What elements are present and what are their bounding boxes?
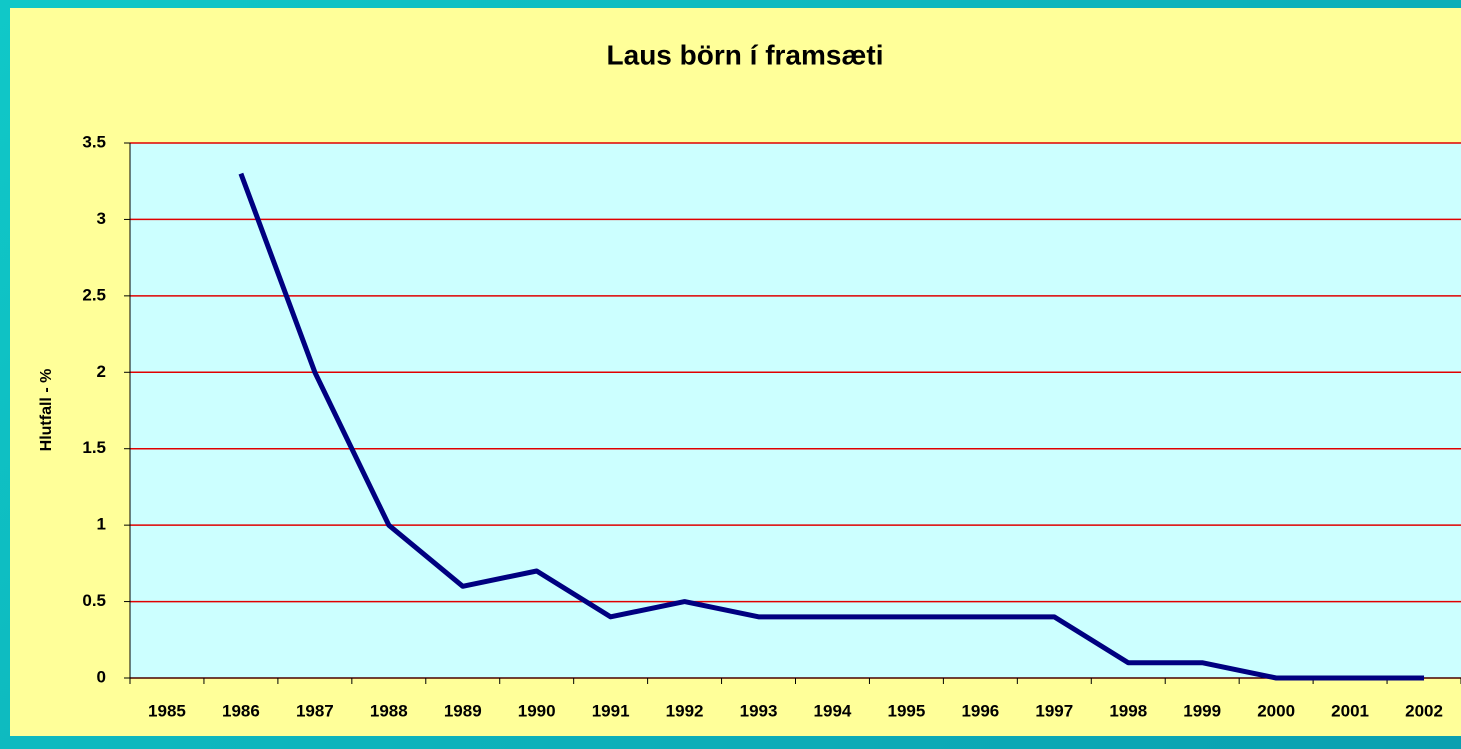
x-tick-label: 1993 bbox=[740, 701, 778, 720]
x-tick-label: 2002 bbox=[1405, 701, 1443, 720]
x-tick-label: 1997 bbox=[1035, 701, 1073, 720]
x-tick-label: 1995 bbox=[888, 701, 926, 720]
y-tick-label: 3.5 bbox=[82, 132, 106, 151]
chart-title: Laus börn í framsæti bbox=[607, 39, 884, 70]
x-tick-label: 1986 bbox=[222, 701, 260, 720]
x-tick-label: 1990 bbox=[518, 701, 556, 720]
x-tick-label: 1999 bbox=[1183, 701, 1221, 720]
y-tick-label: 1.5 bbox=[82, 438, 106, 457]
y-tick-label: 2 bbox=[97, 362, 106, 381]
x-tick-label: 1987 bbox=[296, 701, 334, 720]
x-tick-label: 1988 bbox=[370, 701, 408, 720]
y-tick-label: 2.5 bbox=[82, 285, 106, 304]
x-tick-label: 2001 bbox=[1331, 701, 1369, 720]
x-tick-label: 1996 bbox=[961, 701, 999, 720]
y-tick-label: 0 bbox=[97, 667, 106, 686]
y-tick-label: 1 bbox=[97, 515, 106, 534]
y-tick-label: 0.5 bbox=[82, 591, 106, 610]
y-axis-label: Hlutfall - % bbox=[38, 369, 55, 452]
x-tick-label: 1992 bbox=[666, 701, 704, 720]
x-tick-label: 1989 bbox=[444, 701, 482, 720]
x-tick-label: 1998 bbox=[1109, 701, 1147, 720]
y-tick-label: 3 bbox=[97, 209, 106, 228]
x-tick-label: 1985 bbox=[148, 701, 186, 720]
data-line bbox=[238, 172, 1425, 681]
plot-area bbox=[130, 143, 1461, 678]
x-tick-label: 2000 bbox=[1257, 701, 1295, 720]
x-tick-label: 1991 bbox=[592, 701, 630, 720]
x-tick-label: 1994 bbox=[814, 701, 852, 720]
